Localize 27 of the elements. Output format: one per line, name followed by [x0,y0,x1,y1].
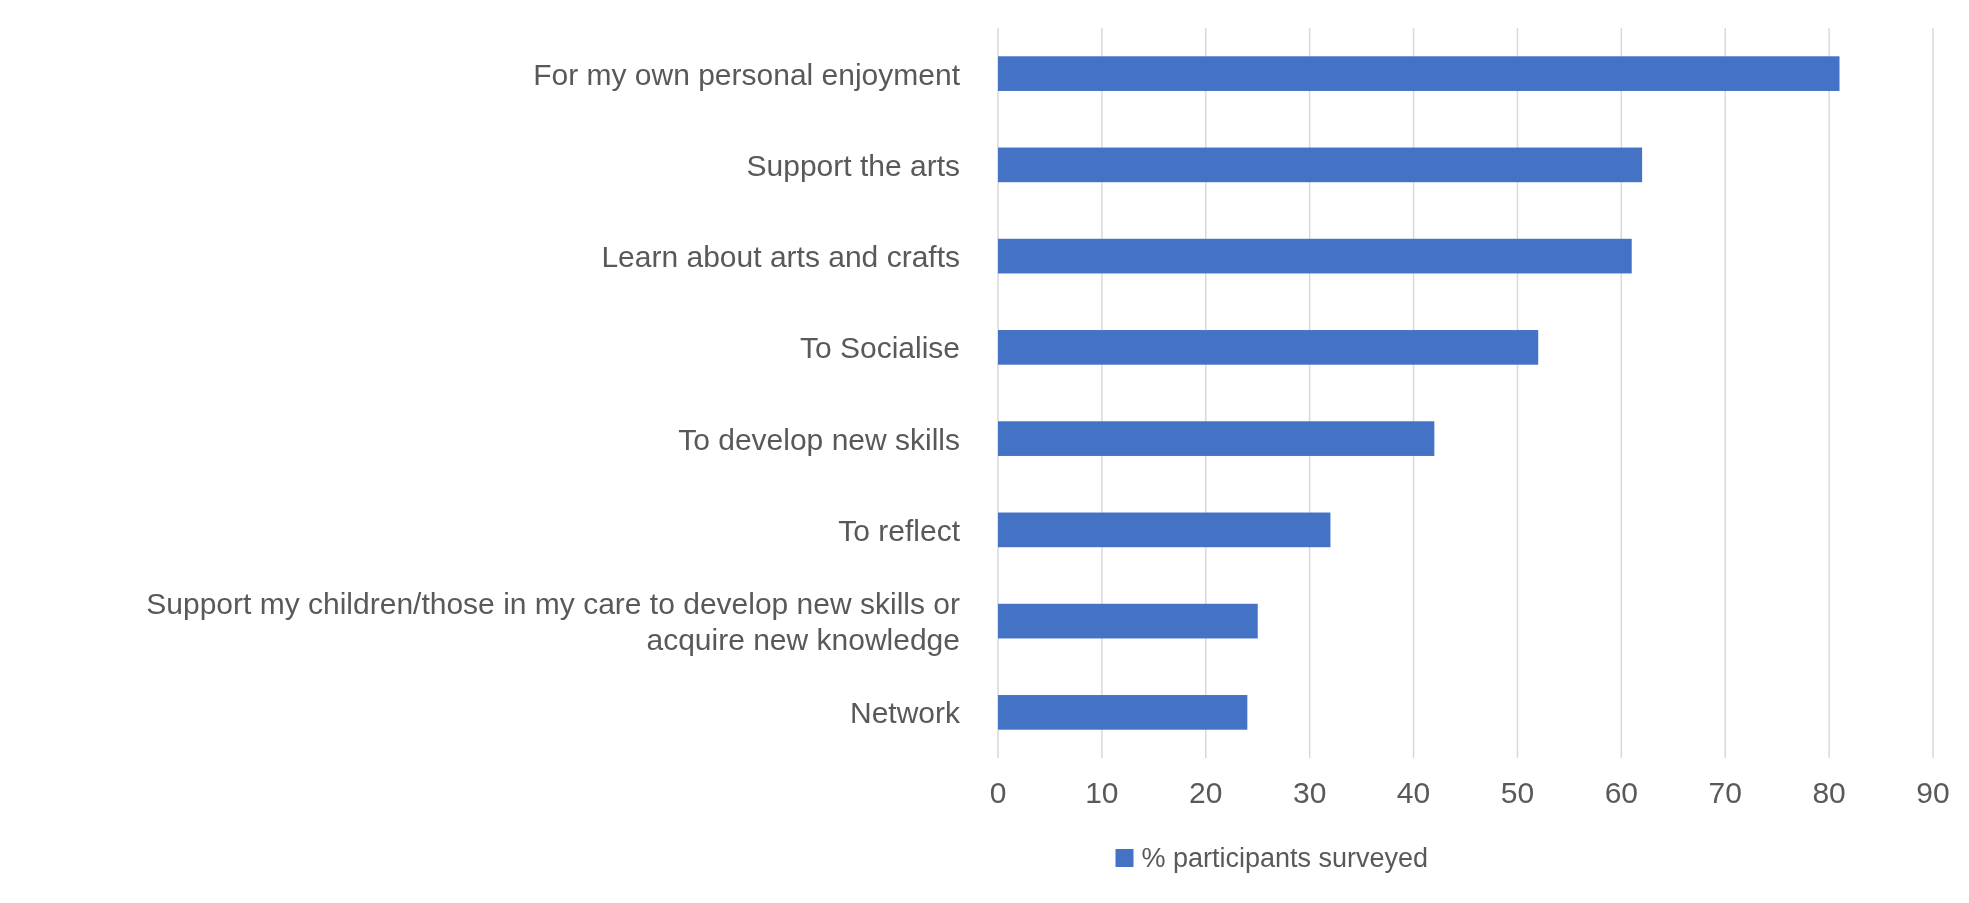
y-tick-label: Learn about arts and crafts [601,239,960,273]
bar [998,330,1539,365]
bar [998,603,1258,639]
legend-label: % participants surveyed [1141,843,1429,873]
x-tick-label: 0 [989,776,1007,809]
y-tick-label: For my own personal enjoyment [533,57,961,91]
bar [998,238,1632,274]
x-tick-label: 50 [1500,776,1535,809]
bar [998,512,1331,548]
bar [998,147,1643,183]
y-tick-label: Support the arts [746,148,960,182]
x-tick-label: 70 [1708,776,1742,809]
x-tick-label: 20 [1189,776,1223,809]
y-tick-label: To develop new skills [678,422,960,456]
x-tick-label: 30 [1292,776,1327,809]
x-tick-label: 80 [1812,776,1846,809]
bar [998,421,1435,456]
y-tick-label: Network [849,695,961,729]
y-tick-label: Support my children/those in my care to develop new skills or acquire new knowledge [146,586,960,656]
x-tick-label: 10 [1085,776,1119,809]
x-tick-label: 90 [1916,776,1950,809]
bar [998,56,1840,91]
y-tick-label: To Socialise [799,330,960,364]
bar [998,695,1248,730]
y-tick-label: To reflect [838,513,961,547]
x-tick-label: 40 [1396,776,1431,809]
x-tick-label: 60 [1604,776,1639,809]
